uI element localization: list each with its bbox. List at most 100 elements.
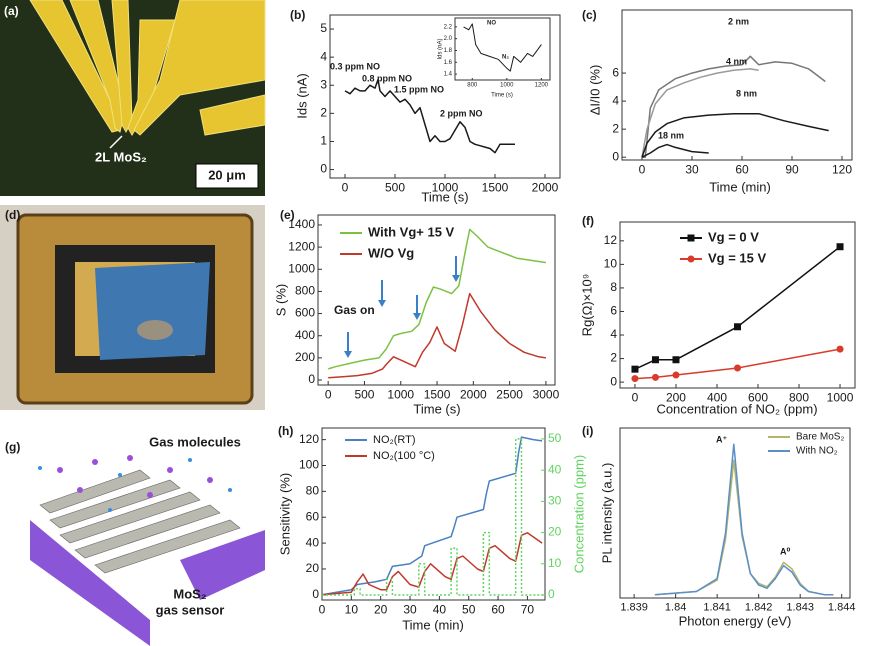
x-tick-label: 60	[735, 162, 749, 176]
y-tick-label: 4	[612, 93, 619, 107]
electrode	[180, 530, 265, 600]
plot-frame	[619, 221, 856, 389]
annotation: A⁺	[716, 434, 727, 444]
x-tick-label: 1.839	[620, 601, 648, 613]
y-tick-label: 60	[306, 509, 320, 523]
legend-label: W/O Vg	[368, 245, 414, 260]
marker	[631, 365, 639, 373]
x-tick-label: 2000	[460, 387, 487, 401]
y-tick-label: 0	[320, 162, 327, 176]
series-line	[641, 68, 759, 158]
annotation: Gas molecules	[149, 434, 241, 449]
x-axis-label: Concentration of NO₂ (ppm)	[656, 401, 817, 416]
electrode	[30, 520, 150, 646]
series-line	[641, 143, 709, 158]
x-tick-label: 400	[707, 390, 727, 404]
x-tick-label: 500	[385, 180, 405, 194]
series-line	[654, 443, 834, 596]
x-tick-label: 40	[433, 602, 447, 616]
x-tick-label: 0	[325, 387, 332, 401]
legend-marker	[687, 255, 695, 263]
arrow-head	[378, 300, 386, 307]
annotation: gas sensor	[156, 602, 225, 617]
x-tick-label: 30	[685, 162, 699, 176]
x-axis-label: Time (s)	[413, 401, 460, 416]
x-tick-label: 1.84	[665, 601, 686, 613]
x-tick-label: 60	[491, 602, 505, 616]
arrow-head	[452, 275, 460, 282]
y-tick-label: 1.8	[444, 48, 453, 54]
y2-tick-label: 0	[548, 587, 555, 601]
x-tick-label: 1.843	[786, 601, 814, 613]
y2-tick-label: 30	[548, 494, 562, 508]
series-line	[322, 438, 545, 596]
legend-label: Bare MoS₂	[796, 432, 844, 443]
panel-label: (a)	[4, 4, 19, 18]
y-tick-label: 8	[610, 280, 617, 294]
y-tick-label: 1.4	[444, 72, 453, 78]
y-axis-label: Ids (nA)	[438, 38, 444, 59]
series-label: 4 nm	[726, 56, 747, 66]
x-tick-label: 0	[632, 390, 639, 404]
panel-label: (f)	[582, 214, 594, 228]
legend-label: Vg = 15 V	[708, 250, 766, 265]
y-tick-label: 0	[312, 587, 319, 601]
legend-label: NO₂(RT)	[373, 434, 416, 446]
y2-tick-label: 20	[548, 525, 562, 539]
x-tick-label: 1500	[424, 387, 451, 401]
y-axis-label: Sensitivity (%)	[277, 473, 292, 555]
x-tick-label: 200	[666, 390, 686, 404]
legend-marker	[687, 234, 695, 242]
plot-frame	[321, 427, 546, 601]
sensor-array	[39, 469, 241, 574]
y-tick-label: 80	[306, 484, 320, 498]
x-tick-label: 1000	[827, 390, 854, 404]
series-line	[321, 436, 543, 596]
annotation: 0.8 ppm NO	[362, 73, 412, 83]
sample-label: 2L MoS₂	[95, 149, 147, 164]
annotation: MoS₂	[173, 586, 206, 601]
series-line	[641, 112, 829, 158]
x-tick-label: 120	[832, 162, 852, 176]
annotation: Gas on	[334, 303, 375, 317]
plot-frame	[621, 9, 853, 161]
x-tick-label: 600	[748, 390, 768, 404]
y-tick-label: 2.2	[444, 24, 453, 30]
x-tick-label: 70	[521, 602, 535, 616]
y-tick-label: 1400	[288, 217, 315, 231]
marker	[836, 345, 844, 353]
y-tick-label: 4	[320, 49, 327, 63]
y-tick-label: 1.6	[444, 60, 453, 66]
marker	[631, 375, 639, 383]
series-line	[654, 459, 834, 596]
marker	[836, 243, 844, 251]
y-axis-label: Ids (nA)	[294, 73, 309, 119]
legend-label: With NO₂	[796, 446, 838, 457]
x-tick-label: 3000	[533, 387, 560, 401]
annotation: N₂	[502, 55, 509, 61]
marker	[672, 356, 680, 364]
legend-label: Vg = 0 V	[708, 229, 759, 244]
annotation: 2 ppm NO	[440, 108, 483, 118]
y-tick-label: 1200	[288, 239, 315, 253]
y-tick-label: 20	[306, 561, 320, 575]
x-axis-label: Time (s)	[421, 189, 468, 204]
plot-frame	[619, 427, 851, 599]
marker	[651, 356, 659, 364]
x-tick-label: 1.841	[703, 601, 731, 613]
x-axis-label: Time (min)	[709, 179, 771, 194]
arrow	[109, 135, 123, 149]
series-line	[327, 228, 547, 370]
series-line	[642, 55, 826, 158]
scale-bar-label: 20 μm	[208, 167, 246, 182]
x-tick-label: 1.844	[828, 601, 856, 613]
x-tick-label: 2500	[496, 387, 523, 401]
y-tick-label: 3	[320, 77, 327, 91]
x-tick-label: 0	[639, 162, 646, 176]
x-tick-label: 1000	[500, 83, 514, 89]
series-label: 2 nm	[728, 16, 749, 26]
scale-bar-box	[195, 163, 259, 189]
x-tick-label: 0	[342, 180, 349, 194]
x-tick-label: 90	[785, 162, 799, 176]
series-label: 8 nm	[736, 88, 757, 98]
